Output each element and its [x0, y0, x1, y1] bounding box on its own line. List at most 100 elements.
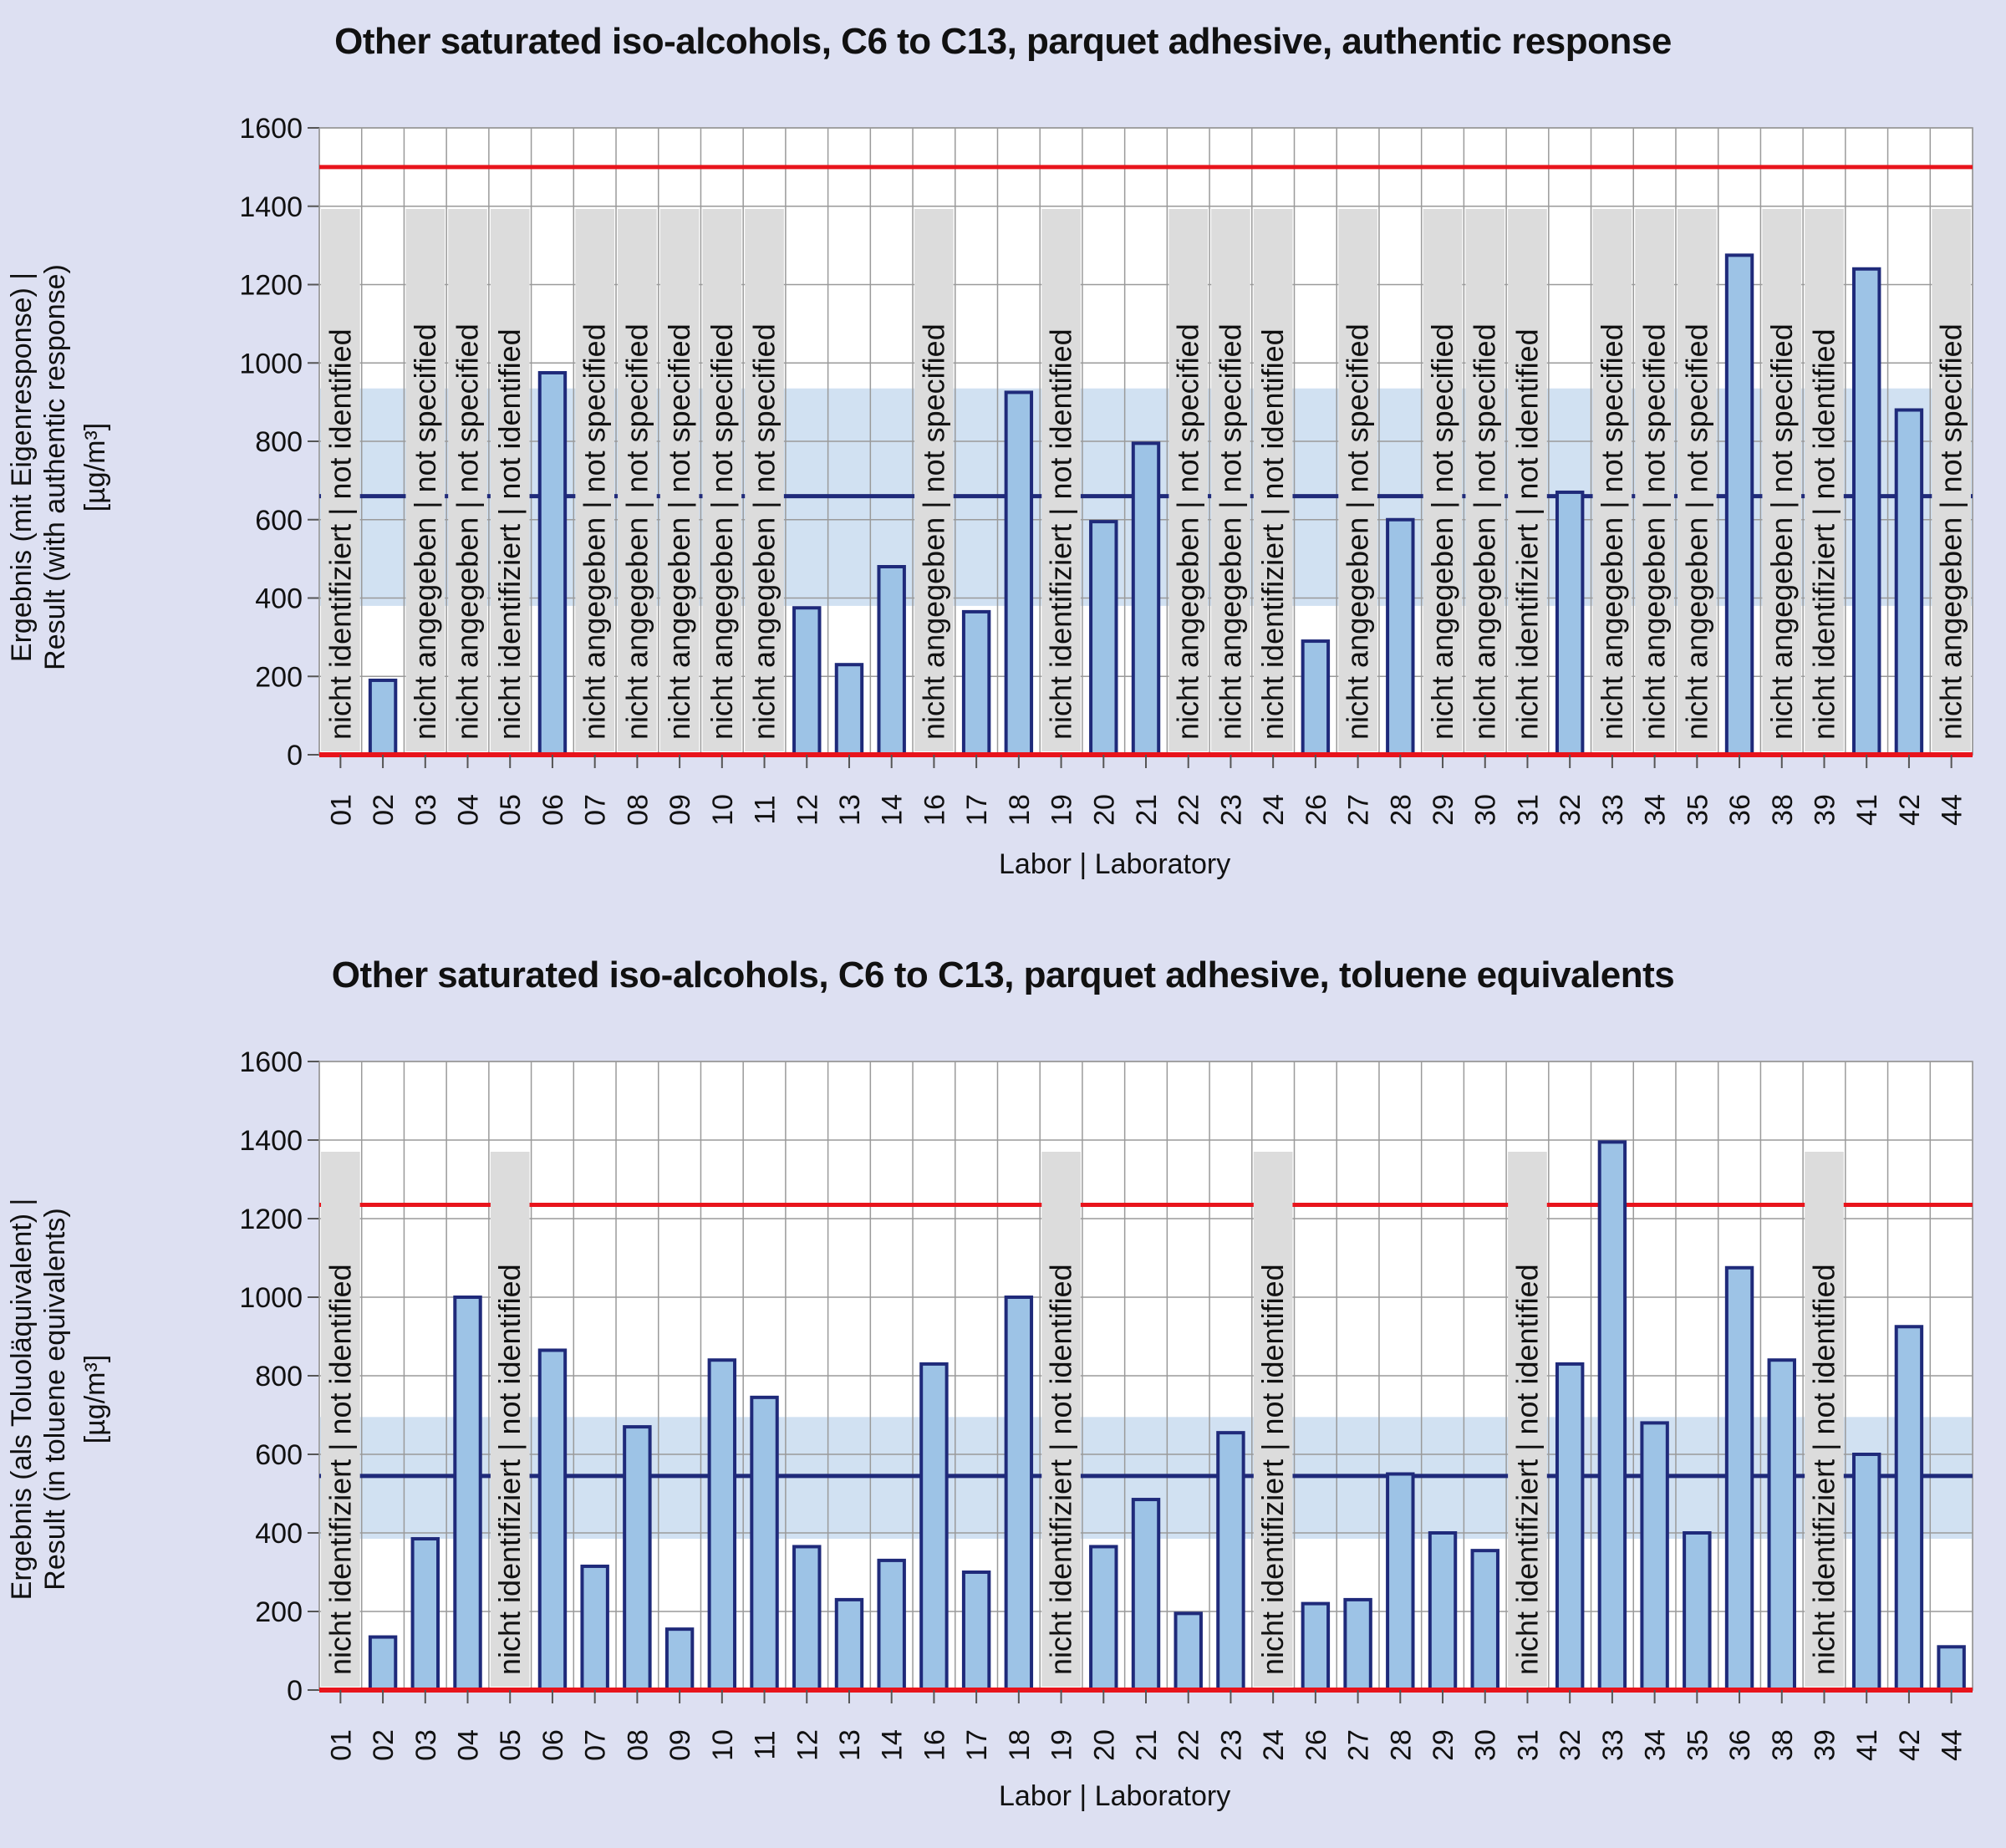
- x-tick-label-39: 39: [1809, 794, 1841, 826]
- x-tick-label-27: 27: [1343, 794, 1375, 826]
- bar-lab-41: [1851, 267, 1881, 756]
- annotation-box: [1508, 1152, 1547, 1687]
- annotation-text: nicht angegeben | not specified: [1934, 323, 1968, 740]
- x-tick-label-23: 23: [1215, 1729, 1247, 1761]
- x-tick-label-30: 30: [1470, 1729, 1502, 1761]
- y-tick-label: 800: [255, 426, 303, 458]
- annotation-lab-07: nicht angegeben | not specified: [575, 209, 614, 751]
- bar-lab-17: [961, 1571, 991, 1692]
- chart-title: Other saturated iso-alcohols, C6 to C13,…: [334, 21, 1672, 62]
- annotation-box: [490, 1152, 530, 1687]
- annotation-text: nicht angegeben | not specified: [1637, 323, 1672, 740]
- x-tick-label-32: 32: [1555, 794, 1586, 826]
- bar-lab-13: [834, 1597, 864, 1693]
- annotation-lab-39: nicht identifiziert | not identified: [1805, 209, 1844, 751]
- bar-lab-34: [1640, 1421, 1669, 1693]
- x-tick-label-04: 04: [453, 794, 485, 826]
- annotation-text: nicht identifiziert | not identified: [323, 328, 357, 740]
- x-axis-label: Labor | Laboratory: [999, 848, 1231, 880]
- x-tick-label-24: 24: [1258, 794, 1290, 826]
- annotation-text: nicht identifiziert | not identified: [1044, 1264, 1078, 1675]
- annotation-lab-31: nicht identifiziert | not identified: [1508, 1152, 1547, 1687]
- annotation-text: nicht angegeben | not specified: [1595, 323, 1629, 740]
- annotation-text: nicht identifiziert | not identified: [1255, 328, 1290, 740]
- x-tick-label-24: 24: [1258, 1729, 1290, 1761]
- x-tick-label-42: 42: [1894, 1729, 1926, 1761]
- annotation-lab-33: nicht angegeben | not specified: [1592, 209, 1632, 751]
- annotation-lab-44: nicht angegeben | not specified: [1932, 209, 1971, 751]
- annotation-box: [702, 209, 742, 751]
- annotation-box: [1805, 1152, 1844, 1687]
- x-tick-label-36: 36: [1724, 1729, 1756, 1761]
- annotation-box: [745, 209, 784, 751]
- bar-lab-10: [707, 1358, 737, 1692]
- annotation-box: [405, 209, 445, 751]
- x-tick-label-14: 14: [877, 1729, 909, 1761]
- x-tick-label-01: 01: [325, 1729, 357, 1761]
- annotation-lab-24: nicht identifiziert | not identified: [1253, 209, 1293, 751]
- annotation-text: nicht identifiziert | not identified: [492, 328, 527, 740]
- annotation-text: nicht identifiziert | not identified: [1510, 1264, 1544, 1675]
- x-tick-label-38: 38: [1767, 1729, 1799, 1761]
- chart-authentic-response: Other saturated iso-alcohols, C6 to C13,…: [0, 0, 2006, 919]
- x-tick-label-36: 36: [1724, 794, 1756, 826]
- annotation-lab-01: nicht identifiziert | not identified: [321, 1152, 360, 1687]
- annotation-text: nicht angegeben | not specified: [1425, 323, 1459, 740]
- annotation-lab-03: nicht angegeben | not specified: [405, 209, 445, 751]
- annotation-lab-19: nicht identifiziert | not identified: [1041, 1152, 1081, 1687]
- bar-lab-08: [623, 1425, 652, 1692]
- bar-lab-41: [1851, 1453, 1881, 1692]
- x-tick-label-33: 33: [1597, 794, 1629, 826]
- x-tick-label-28: 28: [1385, 1729, 1417, 1761]
- annotation-lab-24: nicht identifiziert | not identified: [1253, 1152, 1293, 1687]
- y-tick-label: 0: [287, 740, 303, 771]
- annotation-box: [1041, 1152, 1081, 1687]
- bar-lab-03: [410, 1537, 440, 1692]
- annotation-box: [1423, 209, 1463, 751]
- bar-lab-06: [537, 1348, 568, 1692]
- bar-lab-09: [664, 1627, 695, 1693]
- annotation-box: [618, 209, 657, 751]
- annotation-box: [448, 209, 487, 751]
- y-tick-label: 1600: [239, 1046, 303, 1078]
- annotation-lab-19: nicht identifiziert | not identified: [1041, 209, 1081, 751]
- bar-lab-14: [877, 1558, 906, 1693]
- bar-lab-02: [368, 1635, 398, 1692]
- bar-lab-28: [1386, 1472, 1415, 1692]
- annotation-text: nicht angegeben | not specified: [1171, 323, 1205, 740]
- x-tick-label-18: 18: [1004, 794, 1036, 826]
- x-tick-label-44: 44: [1937, 794, 1968, 826]
- bar-lab-20: [1089, 1545, 1118, 1693]
- annotation-text: nicht identifiziert | not identified: [1044, 328, 1078, 740]
- annotation-box: [1678, 209, 1717, 751]
- annotation-text: nicht angegeben | not specified: [1679, 323, 1713, 740]
- bar-lab-32: [1555, 1362, 1585, 1693]
- x-tick-label-02: 02: [368, 794, 400, 826]
- x-tick-label-16: 16: [919, 794, 950, 826]
- bar-lab-35: [1683, 1531, 1712, 1692]
- annotation-box: [321, 209, 360, 751]
- x-tick-label-14: 14: [877, 794, 909, 826]
- x-tick-label-29: 29: [1428, 1729, 1459, 1761]
- annotation-text: nicht angegeben | not specified: [747, 323, 782, 740]
- x-tick-label-29: 29: [1428, 794, 1459, 826]
- annotation-box: [1338, 209, 1377, 751]
- bar-lab-30: [1470, 1549, 1499, 1693]
- bar-lab-11: [750, 1395, 779, 1692]
- x-tick-label-21: 21: [1131, 1729, 1163, 1761]
- annotation-text: nicht angegeben | not specified: [1764, 323, 1799, 740]
- x-tick-label-41: 41: [1851, 794, 1883, 826]
- bar-chart-plot: 0 200 400 600 800 1000 1200 1400 1600 nicht ident…: [239, 1046, 1973, 1761]
- annotation-text: nicht angegeben | not specified: [662, 323, 696, 740]
- x-tick-label-08: 08: [622, 1729, 654, 1761]
- x-tick-label-11: 11: [750, 1730, 782, 1759]
- annotation-text: nicht identifiziert | not identified: [1806, 1264, 1841, 1675]
- annotation-lab-11: nicht angegeben | not specified: [745, 209, 784, 751]
- x-tick-label-08: 08: [622, 794, 654, 826]
- x-tick-label-12: 12: [792, 1729, 823, 1761]
- y-tick-label: 600: [255, 1439, 303, 1471]
- x-tick-label-07: 07: [580, 794, 612, 826]
- y-tick-label: 0: [287, 1675, 303, 1707]
- x-tick-label-04: 04: [453, 1729, 485, 1761]
- bar-lab-02: [368, 678, 398, 756]
